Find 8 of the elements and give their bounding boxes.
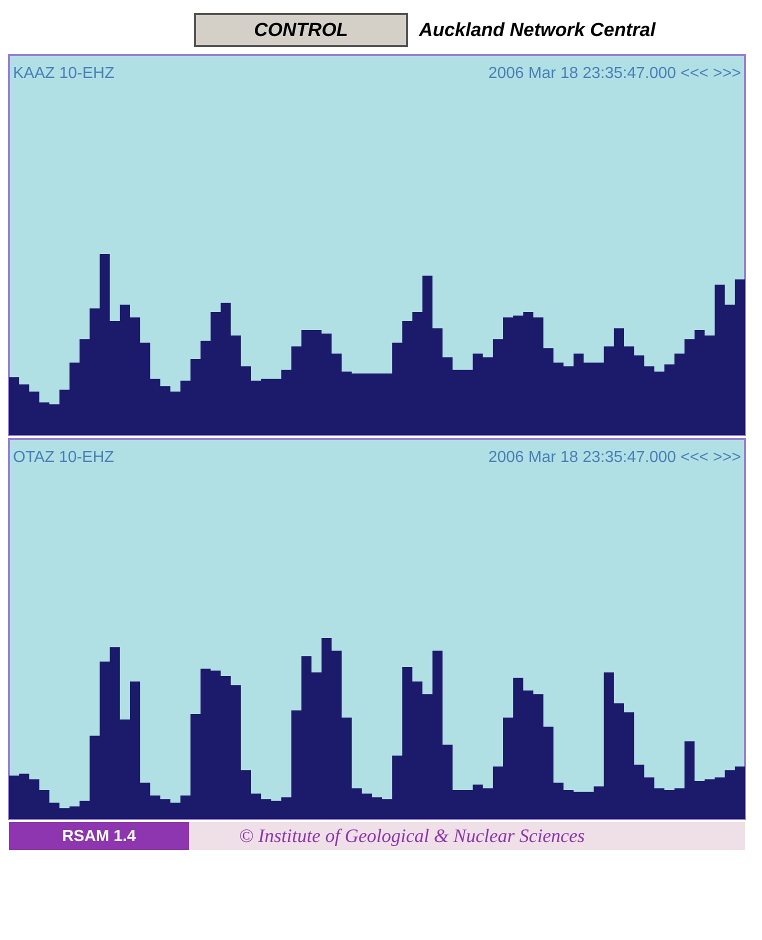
text: Auckland Network Central [418,20,656,41]
text: © Institute of Geological & Nuclear Sciences [239,826,585,847]
chart-title: OTAZ 10-EHZ [13,449,114,466]
chart-title: KAAZ 10-EHZ [13,65,115,82]
text: CONTROL [254,20,348,41]
text: 2006 Mar 18 23:35:47.000 <<< >>> [488,449,741,466]
text: RSAM 1.4 [62,828,136,845]
text: 2006 Mar 18 23:35:47.000 <<< >>> [488,65,741,82]
